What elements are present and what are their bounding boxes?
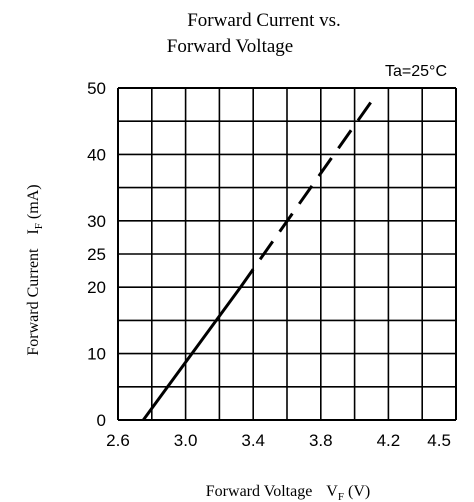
chart-title-line2: Forward Voltage [167, 36, 293, 57]
y-tick-label: 30 [87, 212, 106, 231]
plot-series [142, 100, 373, 421]
x-tick-label: 4.5 [427, 431, 451, 450]
y-axis-unit: (mA) [25, 184, 42, 219]
svg-text:Forward CurrentIF(mA): Forward Current IF (mA) [25, 184, 45, 355]
y-tick-label: 20 [87, 278, 106, 297]
y-tick-label: 25 [87, 245, 106, 264]
y-axis-ticks: 0 10 20 25 30 40 50 [87, 79, 106, 430]
x-axis-symbol: V [326, 483, 338, 500]
chart-title-line1: Forward Current vs. [187, 10, 341, 31]
x-axis-subscript: F [338, 491, 344, 502]
series-line-dashed [239, 100, 373, 289]
y-tick-label: 50 [87, 79, 106, 98]
y-tick-label: 0 [97, 411, 106, 430]
y-axis-symbol: I [25, 229, 42, 234]
y-axis-label-text: Forward Current [25, 248, 42, 356]
y-tick-label: 10 [87, 345, 106, 364]
y-tick-label: 40 [87, 145, 106, 164]
x-axis-unit: (V) [348, 483, 370, 500]
series-line-solid [142, 286, 242, 421]
x-tick-label: 3.0 [174, 431, 198, 450]
plot-grid [117, 87, 457, 421]
x-tick-label: 4.2 [377, 431, 401, 450]
y-axis-label: Forward Current IF (mA) [25, 184, 45, 355]
x-axis-ticks: 2.6 3.0 3.4 3.8 4.2 4.5 [106, 431, 451, 450]
x-axis-label-text: Forward Voltage [206, 483, 313, 500]
x-axis-label: Forward Voltage VF (V) [206, 483, 370, 502]
x-tick-label: 3.8 [309, 431, 333, 450]
x-tick-label: 3.4 [241, 431, 265, 450]
temperature-annotation: Ta=25°C [385, 63, 447, 80]
x-tick-label: 2.6 [106, 431, 130, 450]
y-axis-subscript: F [33, 223, 45, 229]
